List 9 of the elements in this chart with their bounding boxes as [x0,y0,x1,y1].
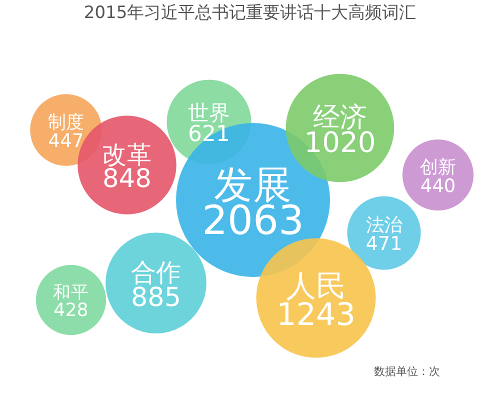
data-label: 447 [48,131,84,152]
category-label: 制度 [48,112,84,133]
text: 数据单位：次 [374,365,440,378]
data-label: 428 [54,300,88,321]
text: 2015年习近平总书记重要讲话十大高频词汇 [84,3,416,23]
data-label: 440 [420,176,456,197]
category-label: 和平 [53,283,89,303]
category-label: 世界 [188,100,230,125]
category-label: 创新 [420,157,456,178]
